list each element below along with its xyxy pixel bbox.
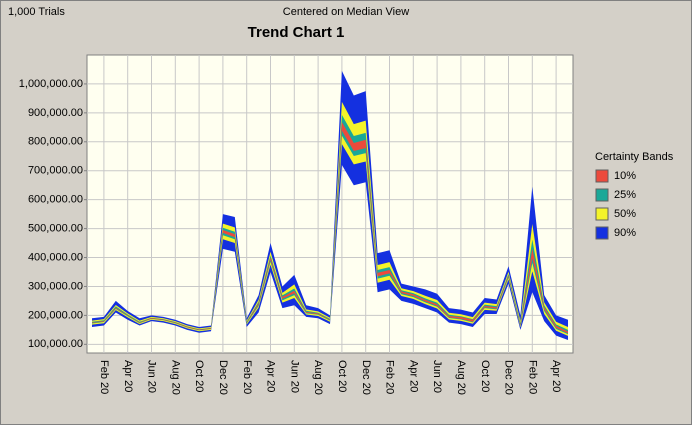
x-tick-label: Apr 20 — [122, 360, 134, 392]
x-tick-label: Aug 20 — [169, 360, 181, 395]
x-tick-label: Apr 20 — [407, 360, 419, 392]
legend-label: 90% — [614, 227, 636, 239]
legend-title: Certainty Bands — [595, 151, 674, 163]
legend-label: 10% — [614, 170, 636, 182]
x-tick-label: Dec 20 — [217, 360, 229, 395]
y-tick-label: 300,000.00 — [28, 280, 83, 292]
legend-swatch — [595, 188, 609, 202]
y-tick-label: 100,000.00 — [28, 338, 83, 350]
chart-title: Trend Chart 1 — [248, 24, 345, 41]
x-tick-label: Oct 20 — [479, 360, 491, 392]
y-tick-label: 800,000.00 — [28, 136, 83, 148]
x-tick-label: Aug 20 — [312, 360, 324, 395]
x-tick-label: Feb 20 — [98, 360, 110, 394]
x-tick-label: Feb 20 — [526, 360, 538, 394]
x-tick-label: Dec 20 — [360, 360, 372, 395]
legend-swatch — [595, 226, 609, 240]
x-tick-label: Jun 20 — [288, 360, 300, 393]
x-tick-label: Dec 20 — [503, 360, 515, 395]
x-tick-label: Aug 20 — [455, 360, 467, 395]
legend-swatch — [595, 169, 609, 183]
legend-swatch — [595, 207, 609, 221]
y-tick-label: 700,000.00 — [28, 165, 83, 177]
legend-label: 50% — [614, 208, 636, 220]
legend-label: 25% — [614, 189, 636, 201]
x-tick-label: Oct 20 — [336, 360, 348, 392]
x-tick-label: Feb 20 — [384, 360, 396, 394]
y-tick-label: 600,000.00 — [28, 194, 83, 206]
x-tick-label: Jun 20 — [431, 360, 443, 393]
y-tick-label: 1,000,000.00 — [19, 78, 83, 90]
plot-area — [86, 54, 574, 354]
view-label: Centered on Median View — [283, 6, 409, 18]
x-tick-label: Apr 20 — [550, 360, 562, 392]
y-tick-label: 500,000.00 — [28, 222, 83, 234]
y-tick-label: 200,000.00 — [28, 309, 83, 321]
y-tick-label: 400,000.00 — [28, 251, 83, 263]
x-tick-label: Jun 20 — [146, 360, 158, 393]
y-tick-label: 900,000.00 — [28, 107, 83, 119]
x-tick-label: Apr 20 — [265, 360, 277, 392]
x-tick-label: Oct 20 — [193, 360, 205, 392]
x-tick-label: Feb 20 — [241, 360, 253, 394]
trials-label: 1,000 Trials — [8, 6, 65, 18]
